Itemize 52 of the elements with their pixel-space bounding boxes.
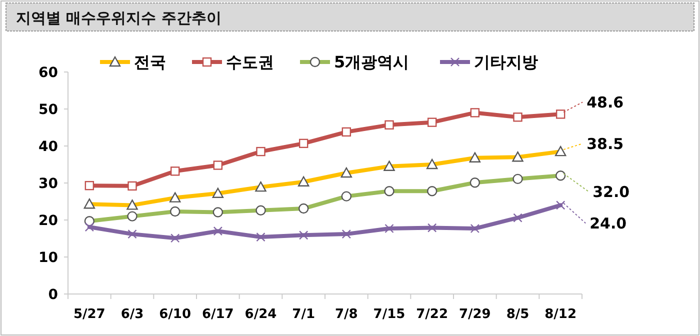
point (256, 232, 266, 242)
x-tick-label: 6/10 (159, 307, 192, 322)
annotation: 32.0 (592, 182, 630, 201)
x-tick-label: 8/12 (544, 307, 577, 322)
x-tick-label: 7/1 (292, 307, 316, 322)
x-tick-label: 7/29 (458, 307, 491, 322)
point (384, 224, 394, 234)
point (556, 110, 566, 119)
point (213, 226, 223, 236)
point (213, 160, 223, 170)
annotation: 24.0 (590, 214, 627, 232)
x-tick-label: 6/3 (120, 307, 144, 322)
legend-label: 5개광역시 (334, 52, 410, 72)
point (470, 108, 480, 118)
point (384, 120, 394, 130)
point (427, 118, 437, 127)
point (342, 229, 352, 239)
point (128, 229, 137, 239)
legend-label: 수도권 (226, 52, 274, 72)
point (556, 200, 566, 210)
x-tick-label: 7/8 (334, 307, 358, 322)
x-tick-label: 8/5 (506, 307, 530, 322)
annotation: 38.5 (586, 134, 624, 153)
point (170, 166, 180, 176)
y-tick-label: 10 (38, 250, 58, 266)
chart-title: 지역별 매수우위지수 주간추이 (16, 9, 222, 27)
y-tick-label: 40 (38, 138, 58, 155)
point (342, 127, 352, 137)
x-tick-label: 6/24 (244, 307, 277, 322)
point (170, 234, 180, 243)
legend-label: 기타지방 (474, 52, 538, 72)
point (298, 230, 308, 240)
annotation: 48.6 (586, 93, 624, 112)
x-tick-label: 7/22 (416, 307, 448, 322)
point (470, 224, 480, 234)
legend-label: 전국 (134, 52, 166, 72)
y-tick-label: 0 (48, 286, 58, 303)
y-tick-label: 30 (38, 176, 58, 192)
point (513, 213, 522, 222)
point (84, 180, 94, 190)
point (256, 146, 266, 156)
point (513, 112, 522, 122)
x-tick-label: 6/17 (202, 307, 234, 322)
point (84, 222, 94, 232)
point (128, 181, 137, 191)
y-tick-label: 60 (38, 64, 58, 81)
x-tick-label: 7/15 (373, 307, 406, 322)
x-tick-label: 5/27 (73, 307, 106, 322)
point (298, 138, 308, 148)
y-tick-label: 50 (38, 102, 58, 118)
y-tick-label: 20 (38, 212, 58, 229)
point (427, 223, 437, 232)
